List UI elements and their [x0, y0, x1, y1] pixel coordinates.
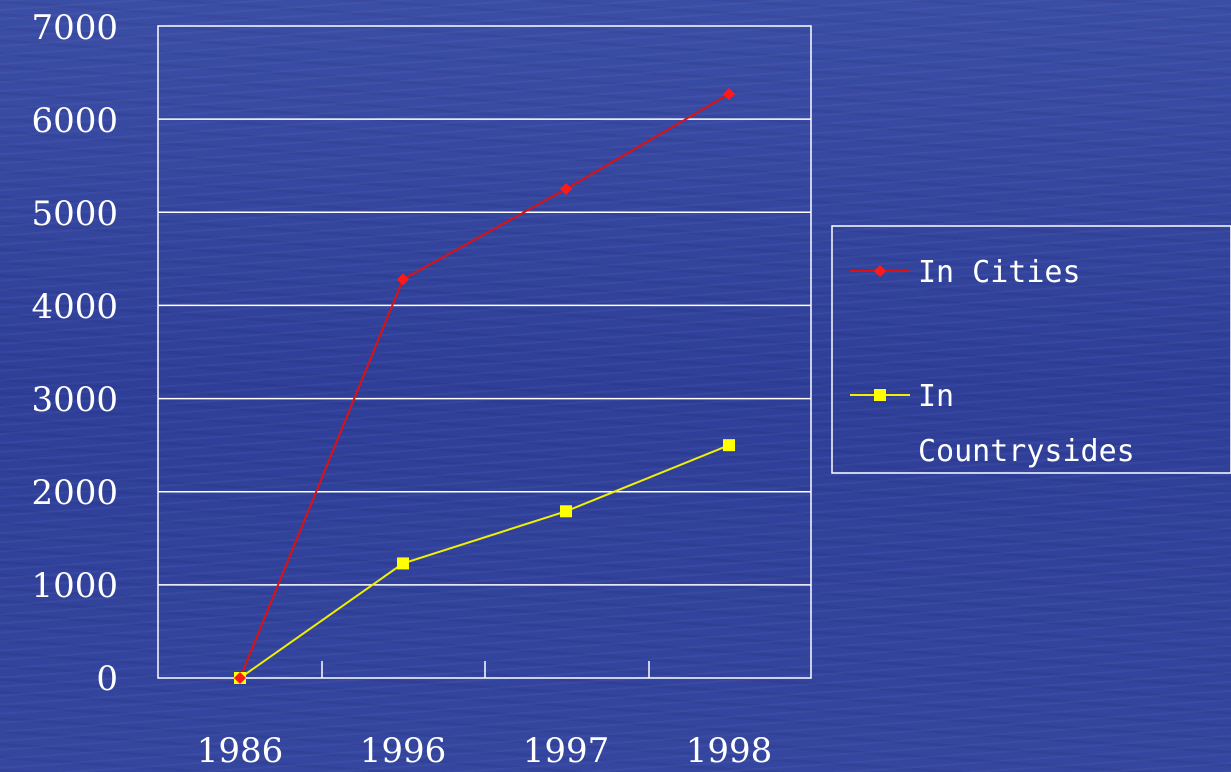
y-tick-label: 1000: [31, 566, 118, 606]
grid-lines: [158, 118, 811, 586]
data-point-in-cities: [397, 273, 409, 286]
x-tick-label: 1998: [686, 731, 773, 771]
plot-area: [157, 25, 812, 679]
data-point-in-cities: [723, 87, 735, 100]
data-point-in-countrysides: [560, 505, 572, 518]
y-tick-label: 4000: [31, 287, 118, 327]
data-point-in-cities: [560, 183, 572, 195]
y-tick-label: 3000: [31, 380, 118, 420]
series-line-in-countrysides: [239, 444, 730, 679]
legend-label-in-countrysides-line2: Countrysides: [918, 434, 1135, 469]
x-axis-labels: 1986 1996 1997 1998: [197, 731, 773, 771]
legend-label-in-countrysides-line1: In: [918, 379, 954, 414]
series-line-in-cities: [239, 93, 730, 679]
y-tick-label: 7000: [31, 8, 118, 48]
data-point-in-countrysides: [397, 557, 409, 570]
x-tick-label: 1996: [360, 731, 447, 771]
data-point-in-countrysides: [723, 439, 735, 452]
series-markers-in-cities: [234, 87, 735, 684]
legend: In Cities In Countrysides: [831, 225, 1231, 474]
y-tick-label: 2000: [31, 473, 118, 513]
legend-label-in-cities: In Cities: [918, 255, 1081, 290]
data-point-in-cities: [234, 672, 246, 684]
x-tick-label: 1986: [197, 731, 284, 771]
series-markers-in-countrysides: [234, 439, 735, 684]
y-tick-label: 5000: [31, 194, 118, 234]
legend-marker-in-cities: [874, 265, 886, 277]
legend-marker-in-countrysides: [874, 389, 886, 401]
x-axis-ticks: [321, 661, 650, 678]
y-tick-label: 6000: [31, 101, 118, 141]
y-tick-label: 0: [96, 659, 118, 699]
y-axis-labels: 0 1000 2000 3000 4000 5000 6000 7000: [31, 8, 118, 699]
x-tick-label: 1997: [523, 731, 610, 771]
legend-box: [831, 225, 1231, 474]
